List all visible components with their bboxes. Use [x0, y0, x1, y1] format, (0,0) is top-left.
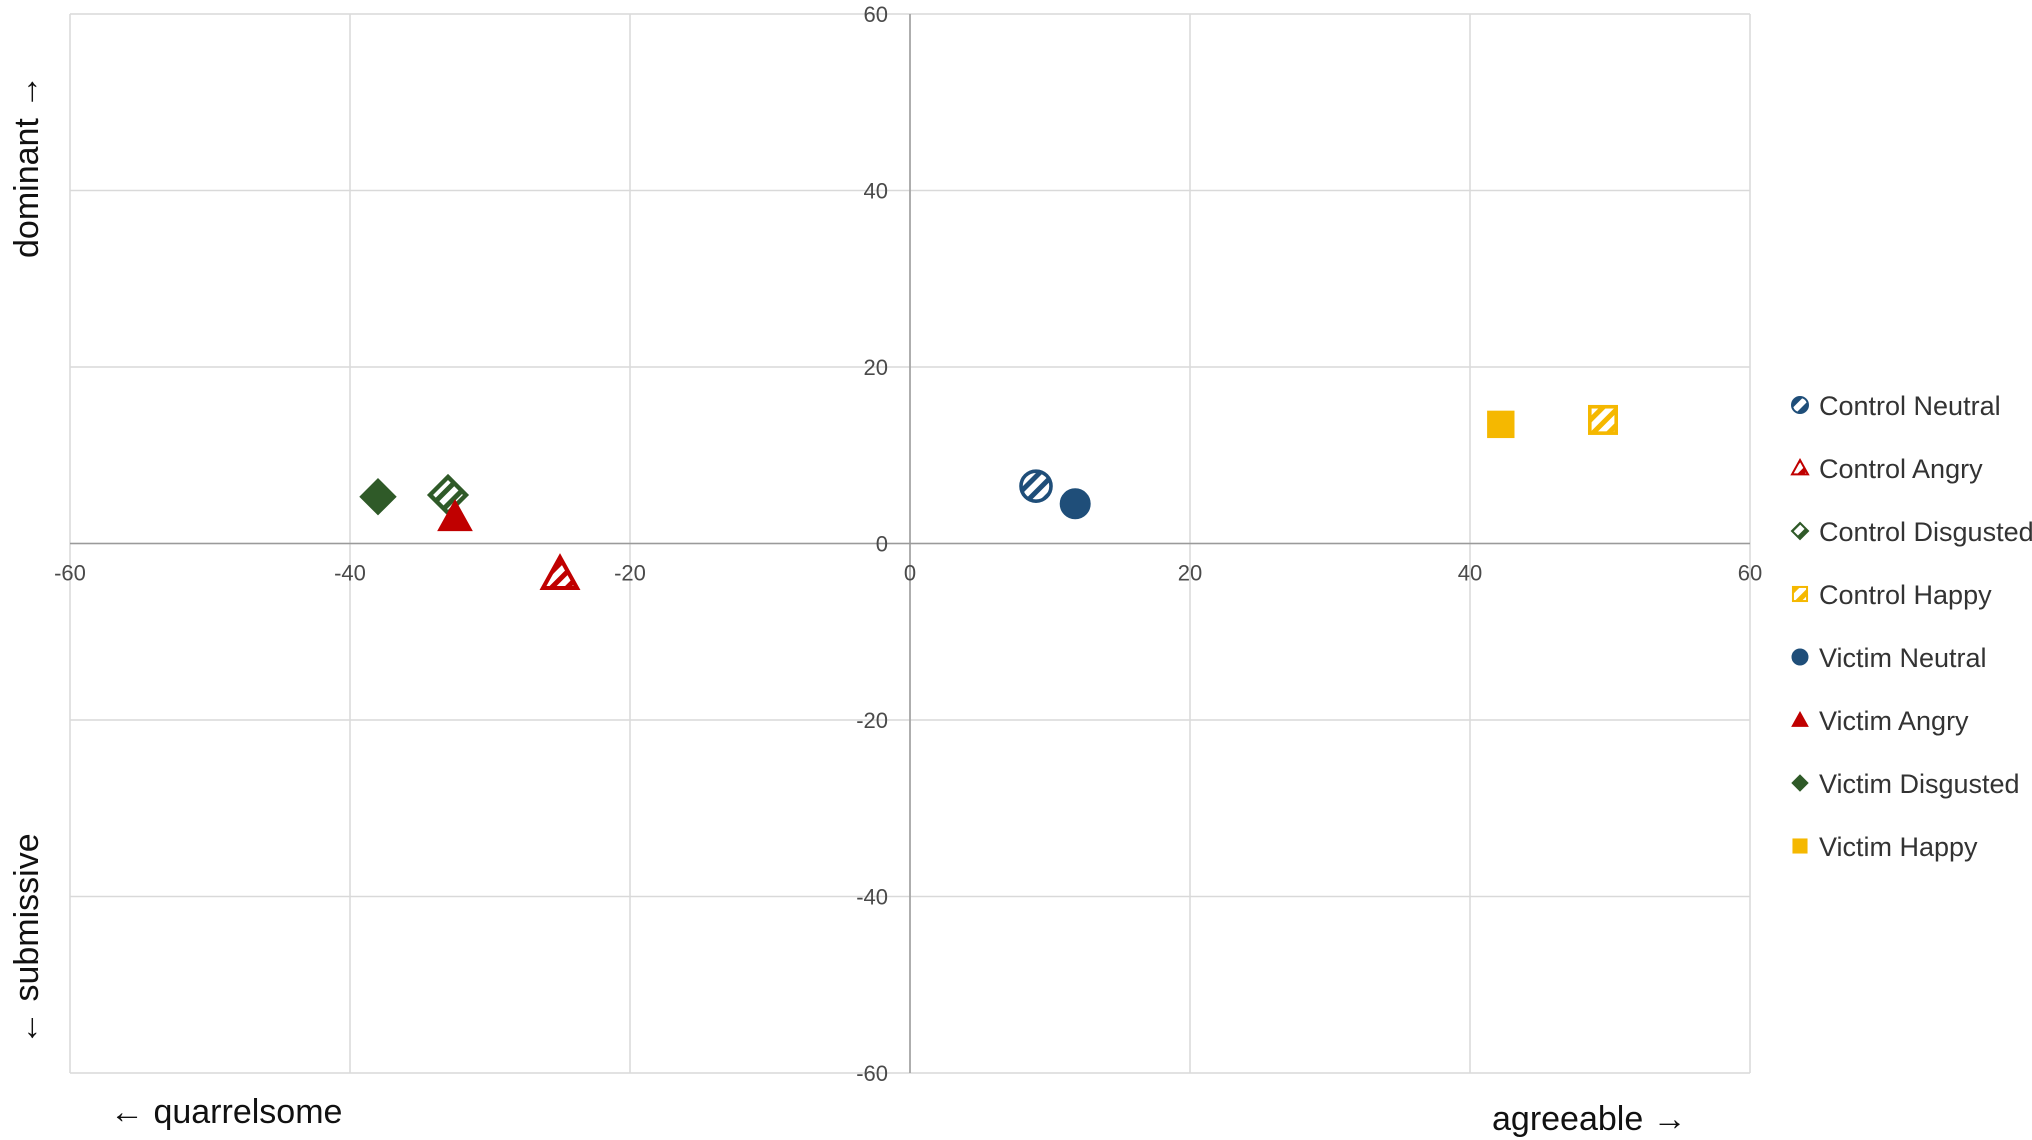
legend-marker-victim-neutral [1791, 648, 1809, 666]
x-axis-label-negative: ← quarrelsome [110, 1093, 342, 1131]
legend-marker-control-happy [1791, 585, 1809, 603]
legend: Control Neutral Control Angry Control Disg… [1790, 391, 2032, 862]
legend-label-victim-disgusted: Victim Disgusted [1819, 769, 2020, 799]
y-tick-label: 40 [864, 179, 888, 204]
y-axis-label-positive: dominant → [8, 75, 46, 258]
data-point-control-angry [539, 553, 581, 591]
legend-marker-victim-disgusted [1791, 774, 1809, 792]
legend-marker-control-angry [1790, 457, 1810, 476]
x-tick-label: -40 [334, 561, 366, 586]
x-axis-label-positive: agreeable → [1492, 1100, 1687, 1138]
legend-label-control-angry: Control Angry [1819, 454, 1983, 484]
legend-label-victim-neutral: Victim Neutral [1819, 643, 1987, 673]
legend-marker-victim-angry [1791, 710, 1809, 727]
legend-label-control-happy: Control Happy [1819, 580, 1992, 610]
y-tick-label: -40 [856, 885, 888, 910]
data-point-victim-disgusted [359, 478, 397, 516]
data-point-control-disgusted [426, 473, 470, 517]
x-tick-label: 20 [1178, 561, 1202, 586]
data-point-control-happy [1588, 404, 1619, 435]
tick-labels: -60 -40 -20 0 20 40 60 -60 -40 -20 0 20 40 60 [54, 2, 1762, 1086]
data-point-victim-happy [1487, 410, 1515, 439]
y-axis-label-negative: ← submissive [8, 833, 46, 1045]
legend-marker-control-neutral [1791, 396, 1809, 414]
data-points [359, 404, 1619, 591]
x-tick-label: 0 [904, 561, 916, 586]
legend-label-control-neutral: Control Neutral [1819, 391, 2001, 421]
legend-label-control-disgusted: Control Disgusted [1819, 517, 2032, 547]
data-point-victim-neutral [1059, 488, 1091, 520]
legend-marker-control-disgusted [1790, 521, 1810, 541]
y-tick-label: 0 [876, 532, 888, 557]
x-tick-label: -20 [614, 561, 646, 586]
legend-label-victim-happy: Victim Happy [1819, 832, 1978, 862]
y-tick-label: 20 [864, 355, 888, 380]
y-tick-label: 60 [864, 2, 888, 27]
x-tick-label: 60 [1738, 561, 1762, 586]
y-tick-label: -60 [856, 1061, 888, 1086]
axes [70, 14, 1750, 1073]
x-tick-label: 40 [1458, 561, 1482, 586]
data-point-control-neutral [1019, 469, 1053, 503]
legend-marker-victim-happy [1792, 838, 1808, 854]
legend-label-victim-angry: Victim Angry [1819, 706, 1969, 736]
x-tick-label: -60 [54, 561, 86, 586]
y-tick-label: -20 [856, 708, 888, 733]
data-point-victim-angry [437, 498, 473, 532]
